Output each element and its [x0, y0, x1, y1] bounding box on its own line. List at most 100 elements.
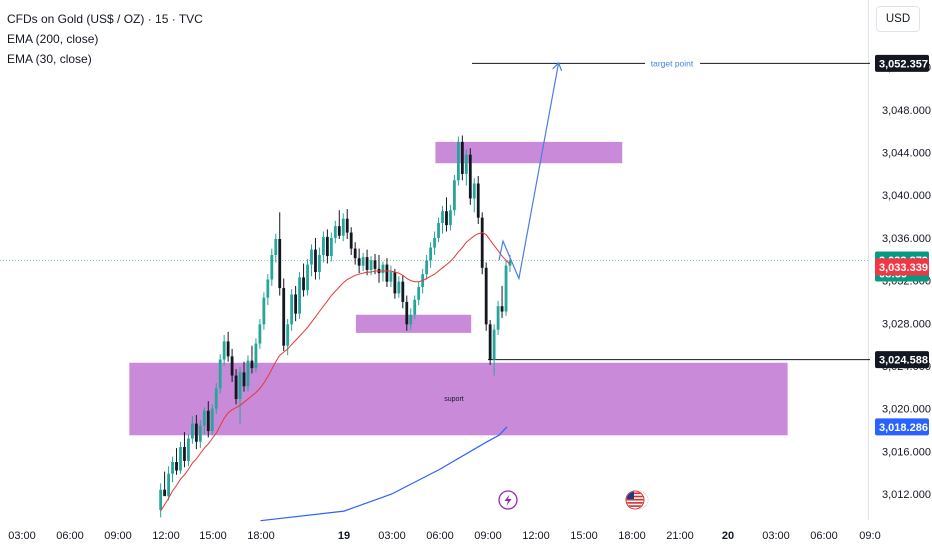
candle-up [246, 360, 250, 387]
candle-up [159, 489, 163, 511]
candle-down [282, 288, 286, 346]
candle-up [322, 236, 325, 255]
candle-up [381, 264, 385, 274]
price-tag-value: 3,052.357 [879, 58, 928, 70]
candle-up [298, 277, 301, 314]
price-tag-support-line[interactable]: 3,024.588 [875, 351, 929, 369]
time-tick-label: 21:00 [666, 530, 694, 542]
candle-down [345, 218, 349, 233]
time-tick-label: 06:00 [810, 530, 838, 542]
candle-up [318, 254, 321, 273]
candle-down [393, 272, 397, 294]
chart-legend: CFDs on Gold (US$ / OZ) · 15 · TVC EMA (… [7, 9, 203, 69]
candle-up [187, 438, 190, 461]
time-tick-label: 12:00 [522, 530, 550, 542]
time-tick-label: 18:00 [618, 530, 646, 542]
candle-up [449, 210, 452, 226]
time-tick-label: 09:0 [859, 530, 880, 542]
time-tick-label: 03:00 [378, 530, 406, 542]
price-tick-label: 3,036.000 [882, 233, 931, 245]
candle-up [437, 222, 440, 238]
time-tick-label: 09:00 [104, 530, 132, 542]
us-flag-event-icon[interactable] [625, 490, 649, 510]
time-tick-label: 03:00 [8, 530, 36, 542]
time-tick-label: 03:00 [762, 530, 790, 542]
candle-down [445, 211, 448, 226]
candle-up [441, 211, 444, 223]
candle-down [357, 258, 361, 266]
resistance-zone[interactable] [435, 141, 623, 164]
candle-up [191, 423, 194, 439]
price-tick-label: 3,040.000 [882, 190, 931, 202]
candle-down [337, 226, 341, 236]
price-tag-value: 3,024.588 [879, 355, 928, 367]
candle-up [413, 299, 417, 315]
candle-down [488, 324, 492, 360]
candle-up [341, 218, 345, 236]
candle-down [230, 356, 234, 376]
candle-down [314, 249, 317, 273]
candle-up [464, 154, 468, 174]
candle-down [163, 489, 167, 497]
candle-up [274, 238, 278, 255]
candle-up [266, 279, 270, 298]
candle-up [433, 237, 436, 248]
candle-down [385, 264, 389, 282]
candle-up [397, 281, 401, 294]
indicator-ema200-label[interactable]: EMA (200, close) [7, 32, 99, 46]
time-tick-label: 18:00 [247, 530, 275, 542]
candles-group [159, 135, 512, 518]
candle-up [218, 359, 222, 389]
symbol-title[interactable]: CFDs on Gold (US$ / OZ) · 15 · TVC [7, 12, 203, 26]
candle-down [183, 447, 186, 461]
price-tag-target[interactable]: 3,052.357 [875, 54, 929, 72]
mid-zone[interactable] [355, 314, 472, 333]
candle-down [278, 238, 282, 289]
candle-up [198, 425, 202, 442]
candle-up [496, 306, 500, 330]
candle-down [349, 232, 353, 249]
currency-button[interactable]: USD [876, 6, 920, 32]
candle-up [361, 257, 365, 266]
price-tick-label: 3,028.000 [882, 318, 931, 330]
candle-up [262, 297, 266, 325]
candle-down [468, 154, 472, 199]
candle-up [329, 237, 333, 257]
candle-up [472, 183, 476, 199]
candle-up [504, 265, 508, 312]
price-tick-label: 3,048.000 [882, 105, 931, 117]
time-axis[interactable]: 03:00 06:00 09:00 12:00 15:00 18:00 19 03:00 06:… [8, 530, 880, 542]
candle-down [476, 183, 480, 218]
time-tick-label: 15:00 [199, 530, 227, 542]
candle-up [389, 272, 393, 282]
candle-down [401, 281, 405, 302]
candle-up [171, 461, 174, 474]
price-tick-label: 3,012.000 [882, 489, 931, 501]
price-tag-background [875, 351, 929, 369]
candle-up [167, 473, 170, 497]
price-tag-value: 3,033.339 [879, 262, 928, 274]
candle-up [238, 372, 242, 400]
candle-up [210, 408, 214, 432]
price-tag-bid[interactable]: 3,033.339 [875, 258, 929, 276]
time-tick-label: 20 [722, 530, 734, 542]
lightning-event-icon[interactable] [498, 490, 518, 510]
candle-down [302, 277, 305, 291]
price-tag-background [875, 418, 929, 436]
candle-down [480, 217, 484, 268]
price-tag-ema200[interactable]: 3,018.286 [875, 418, 929, 436]
candle-down [405, 301, 409, 325]
candle-up [492, 329, 496, 360]
candle-up [202, 410, 206, 426]
candle-up [456, 141, 460, 181]
price-tick-label: 3,016.000 [882, 446, 931, 458]
projection-arrow[interactable] [498, 62, 560, 281]
indicator-ema30-label[interactable]: EMA (30, close) [7, 52, 92, 66]
candle-down [460, 141, 464, 174]
price-tick-label: 3,020.000 [882, 404, 931, 416]
candle-down [325, 236, 329, 257]
candle-up [306, 264, 309, 291]
candle-up [425, 260, 429, 275]
projection-arrowhead [552, 61, 563, 72]
